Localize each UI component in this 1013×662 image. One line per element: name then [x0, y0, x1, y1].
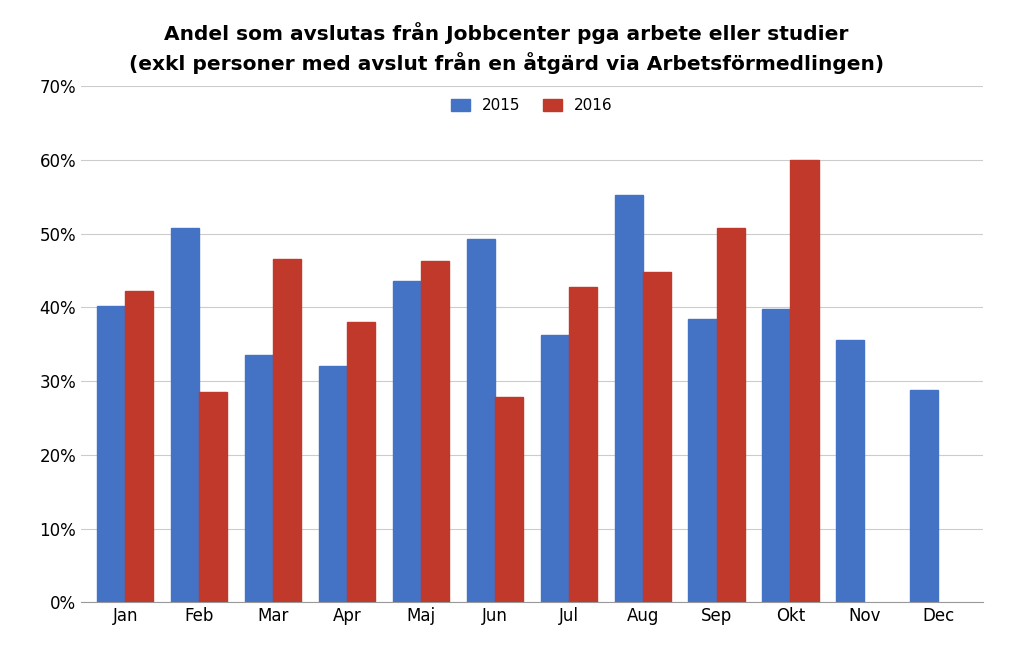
Bar [171, 228, 200, 602]
Bar [642, 272, 671, 602]
Bar [200, 392, 227, 602]
Bar [421, 261, 449, 602]
Bar [790, 160, 819, 602]
Bar [245, 355, 274, 602]
Bar [97, 306, 126, 602]
Bar [568, 287, 597, 602]
Bar [319, 366, 347, 602]
Bar [274, 260, 301, 602]
Text: Andel som avslutas från Jobbcenter pga arbete eller studier: Andel som avslutas från Jobbcenter pga a… [164, 22, 849, 44]
Bar [689, 319, 716, 602]
Bar [716, 228, 745, 602]
Text: (exkl personer med avslut från en åtgärd via Arbetsförmedlingen): (exkl personer med avslut från en åtgärd… [129, 52, 884, 74]
Legend: 2015, 2016: 2015, 2016 [447, 94, 617, 118]
Bar [837, 340, 864, 602]
Bar [347, 322, 375, 602]
Bar [615, 195, 642, 602]
Bar [126, 291, 153, 602]
Bar [763, 309, 790, 602]
Bar [911, 390, 938, 602]
Bar [541, 336, 568, 602]
Bar [393, 281, 421, 602]
Bar [467, 239, 495, 602]
Bar [495, 397, 523, 602]
